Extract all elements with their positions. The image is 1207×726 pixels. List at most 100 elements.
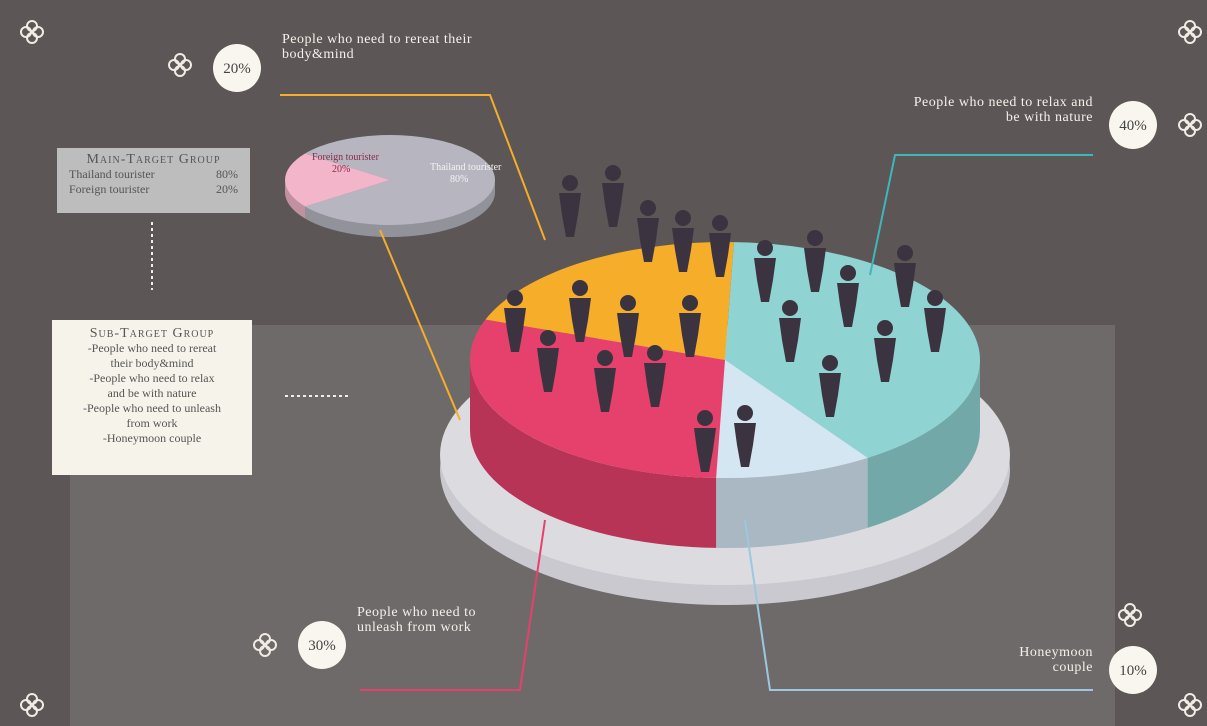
person-body (837, 283, 859, 327)
ornament (1178, 119, 1190, 131)
sub-target-item: -People who need to rereat their body&mi… (87, 341, 217, 370)
ornament (1184, 113, 1196, 125)
slice-label: Thailand tourister (430, 162, 502, 173)
ornament (1184, 693, 1196, 705)
pie-slice (485, 242, 734, 360)
value-badge (298, 621, 346, 669)
ornament (26, 705, 38, 717)
value-badge (1109, 101, 1157, 149)
person-body (569, 298, 591, 342)
ornament (174, 53, 186, 65)
person-head (572, 280, 588, 296)
person-head (507, 290, 523, 306)
person-body (804, 248, 826, 292)
value-badge (213, 44, 261, 92)
person-head (840, 265, 856, 281)
ornament (1178, 699, 1190, 711)
person-body (504, 308, 526, 352)
ornament (1184, 20, 1196, 32)
person-body (734, 423, 756, 467)
value-label: 20% (223, 61, 251, 77)
person-head (540, 330, 556, 346)
person-body (924, 308, 946, 352)
person-head (737, 405, 753, 421)
pie-slice (285, 153, 390, 207)
leader-line (744, 519, 1093, 691)
ornament (168, 59, 180, 71)
person-body (679, 313, 701, 357)
sub-target-title: Sub-Target Group (89, 326, 215, 341)
person-body (594, 368, 616, 412)
ornament (265, 639, 277, 651)
sub-target-item: -Honeymoon couple (102, 431, 202, 445)
person-body (637, 218, 659, 262)
pie-slice (305, 134, 495, 226)
ornament (32, 26, 44, 38)
person-head (620, 295, 636, 311)
person-head (927, 290, 943, 306)
main-target-box: Main-Target Group Thailand tourister 80% … (57, 148, 250, 213)
slice-label: Foreign tourister (312, 152, 380, 163)
ornament (1184, 32, 1196, 44)
person-head (682, 295, 698, 311)
person-head (822, 355, 838, 371)
ornament (32, 699, 44, 711)
slice-value: 20% (332, 164, 350, 175)
ornament (20, 699, 32, 711)
person-head (605, 165, 621, 181)
ornament (1184, 125, 1196, 137)
row-value: 20% (216, 182, 238, 196)
ornament (253, 639, 265, 651)
pie-slice-side (305, 180, 495, 237)
category-label: People who need to rereat their body&min… (282, 32, 473, 62)
pie-slice-side (867, 360, 980, 528)
value-label: 30% (308, 638, 336, 654)
row-label: Thailand tourister (69, 167, 155, 181)
ornament (174, 65, 186, 77)
category-label: People who need to relax and be with nat… (913, 95, 1093, 125)
person-body (819, 373, 841, 417)
person-head (877, 320, 893, 336)
person-body (617, 313, 639, 357)
main-target-row: Foreign tourister 20% (57, 182, 250, 197)
ornament (1130, 609, 1142, 621)
ornament (26, 20, 38, 32)
ornament (1178, 26, 1190, 38)
ornament (1190, 119, 1202, 131)
person-body (672, 228, 694, 272)
ornament (259, 633, 271, 645)
leader-line (280, 94, 546, 241)
ornament (1118, 609, 1130, 621)
person-head (675, 210, 691, 226)
category-label: Honeymoon couple (1019, 645, 1093, 675)
ornament (259, 645, 271, 657)
person-head (782, 300, 798, 316)
person-head (640, 200, 656, 216)
sub-target-item: -People who need to unleash from work (83, 401, 221, 430)
row-label: Foreign tourister (69, 182, 150, 196)
row-value: 80% (216, 167, 238, 181)
leader-line (360, 519, 546, 691)
pie-slice-side (716, 457, 868, 548)
ornament (20, 26, 32, 38)
person-body (874, 338, 896, 382)
person-head (712, 215, 728, 231)
person-body (694, 428, 716, 472)
slice-value: 80% (450, 174, 468, 185)
main-target-title: Main-Target Group (86, 152, 221, 167)
person-body (709, 233, 731, 277)
pie-slice (725, 242, 981, 458)
person-head (697, 410, 713, 426)
person-body (537, 348, 559, 392)
person-head (897, 245, 913, 261)
person-body (644, 363, 666, 407)
person-body (559, 193, 581, 237)
leader-line (379, 229, 461, 421)
person-head (562, 175, 578, 191)
value-badge (1109, 646, 1157, 694)
person-head (597, 350, 613, 366)
person-body (754, 258, 776, 302)
value-label: 10% (1119, 663, 1147, 679)
